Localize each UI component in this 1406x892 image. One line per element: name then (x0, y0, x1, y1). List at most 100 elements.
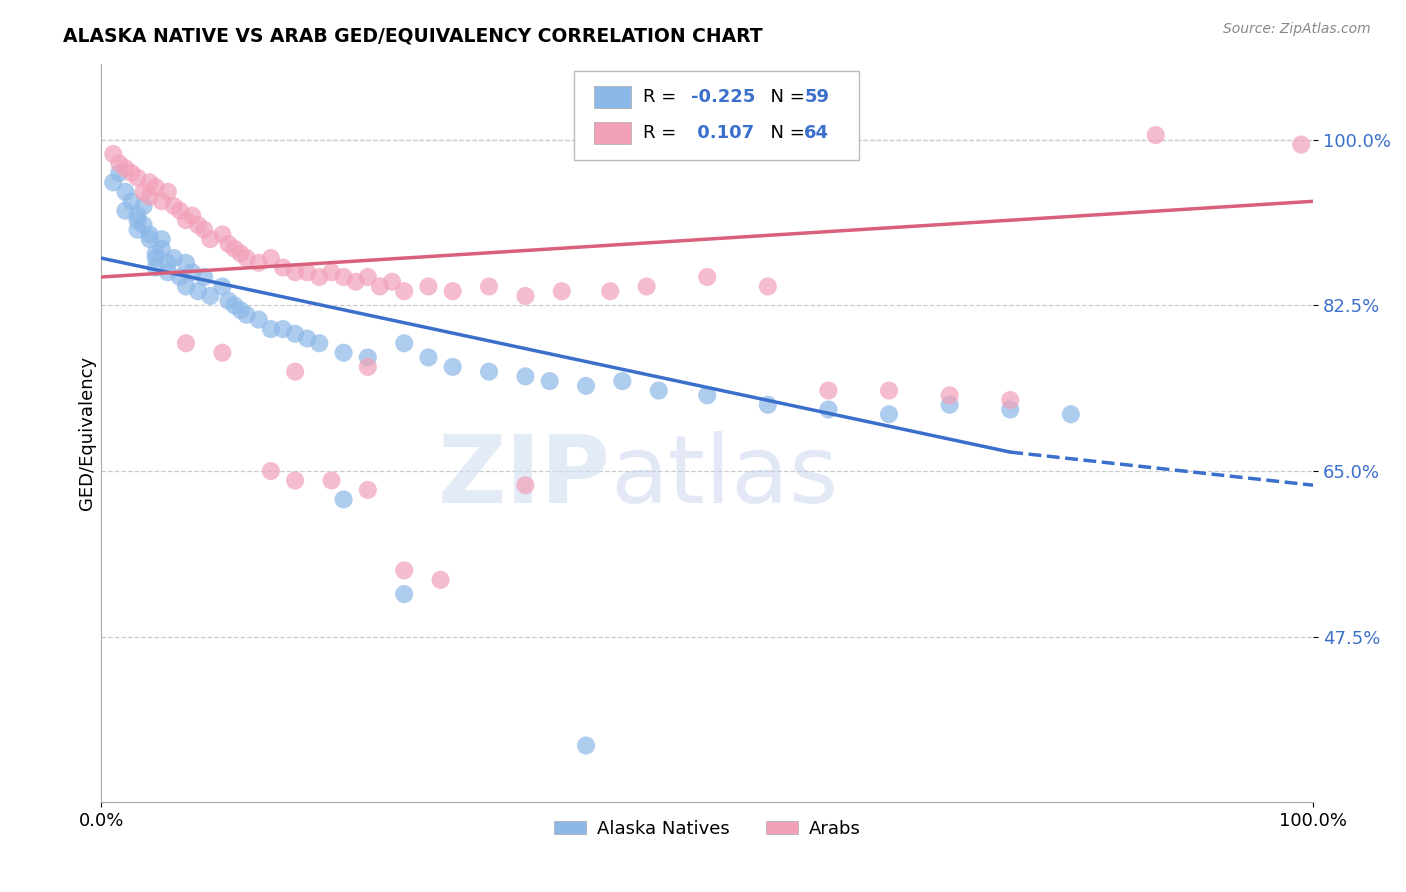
Point (163, 199, 186, 213)
FancyBboxPatch shape (574, 71, 859, 160)
Point (193, 270, 215, 285)
Point (200, 232, 222, 246)
Point (441, 359, 464, 374)
Point (938, 398, 960, 412)
Point (229, 246, 252, 260)
Point (392, 563, 415, 577)
Point (145, 260, 167, 275)
Point (174, 213, 197, 227)
Point (357, 270, 380, 285)
Point (308, 336, 330, 351)
Point (756, 398, 779, 412)
Point (1289, 137, 1312, 152)
Point (224, 298, 246, 312)
Point (478, 279, 501, 293)
Point (132, 218, 155, 232)
Point (200, 289, 222, 303)
FancyBboxPatch shape (595, 121, 631, 144)
Point (114, 203, 136, 218)
Point (368, 279, 391, 293)
Point (145, 180, 167, 194)
Point (114, 161, 136, 176)
Point (1060, 407, 1083, 421)
Text: R =: R = (643, 88, 682, 106)
Point (187, 218, 209, 232)
Text: N =: N = (759, 124, 811, 142)
Point (332, 345, 354, 359)
Point (357, 359, 380, 374)
Point (478, 365, 501, 379)
Point (357, 483, 380, 497)
Text: ALASKA NATIVE VS ARAB GED/EQUIVALENCY CORRELATION CHART: ALASKA NATIVE VS ARAB GED/EQUIVALENCY CO… (63, 27, 763, 45)
Point (138, 232, 160, 246)
Point (187, 284, 209, 298)
Point (121, 194, 143, 209)
Point (145, 246, 167, 260)
Point (696, 388, 718, 402)
Point (284, 265, 307, 279)
Point (418, 279, 440, 293)
Point (108, 166, 131, 180)
Point (756, 279, 779, 293)
Point (284, 365, 307, 379)
Point (127, 170, 149, 185)
Point (357, 351, 380, 365)
Point (156, 185, 179, 199)
Point (877, 407, 900, 421)
Point (1000, 392, 1022, 407)
Point (308, 270, 330, 285)
Text: atlas: atlas (610, 432, 838, 524)
Point (174, 336, 197, 351)
Point (599, 284, 621, 298)
Point (636, 279, 658, 293)
Point (132, 199, 155, 213)
Point (877, 384, 900, 398)
Point (138, 175, 160, 189)
Point (575, 379, 598, 393)
Point (271, 322, 294, 336)
Point (538, 374, 561, 388)
Y-axis label: GED/Equivalency: GED/Equivalency (79, 356, 96, 510)
Point (551, 284, 574, 298)
Point (260, 322, 283, 336)
Point (247, 256, 270, 270)
Point (1000, 402, 1022, 417)
Point (174, 256, 197, 270)
Text: 59: 59 (804, 88, 830, 106)
Point (169, 270, 191, 285)
Point (224, 242, 246, 256)
Point (211, 279, 233, 293)
Point (127, 213, 149, 227)
Point (441, 284, 464, 298)
Point (515, 478, 537, 492)
Point (127, 222, 149, 236)
Point (211, 227, 233, 242)
Point (332, 270, 354, 285)
Point (145, 251, 167, 265)
Point (938, 388, 960, 402)
Point (108, 156, 131, 170)
Point (284, 326, 307, 341)
Point (392, 336, 415, 351)
Point (271, 260, 294, 275)
Point (235, 308, 257, 322)
Point (612, 374, 634, 388)
Point (284, 474, 307, 488)
Text: R =: R = (643, 124, 682, 142)
Point (174, 279, 197, 293)
Point (150, 232, 173, 246)
Legend: Alaska Natives, Arabs: Alaska Natives, Arabs (547, 813, 868, 845)
Point (132, 185, 155, 199)
Point (332, 492, 354, 507)
Point (1144, 128, 1167, 142)
Point (103, 175, 125, 189)
Point (163, 251, 186, 265)
Point (429, 573, 451, 587)
Point (211, 345, 233, 359)
Text: Source: ZipAtlas.com: Source: ZipAtlas.com (1223, 22, 1371, 37)
Point (575, 739, 598, 753)
Point (392, 587, 415, 601)
Point (235, 251, 257, 265)
Point (817, 384, 839, 398)
Text: N =: N = (759, 88, 811, 106)
